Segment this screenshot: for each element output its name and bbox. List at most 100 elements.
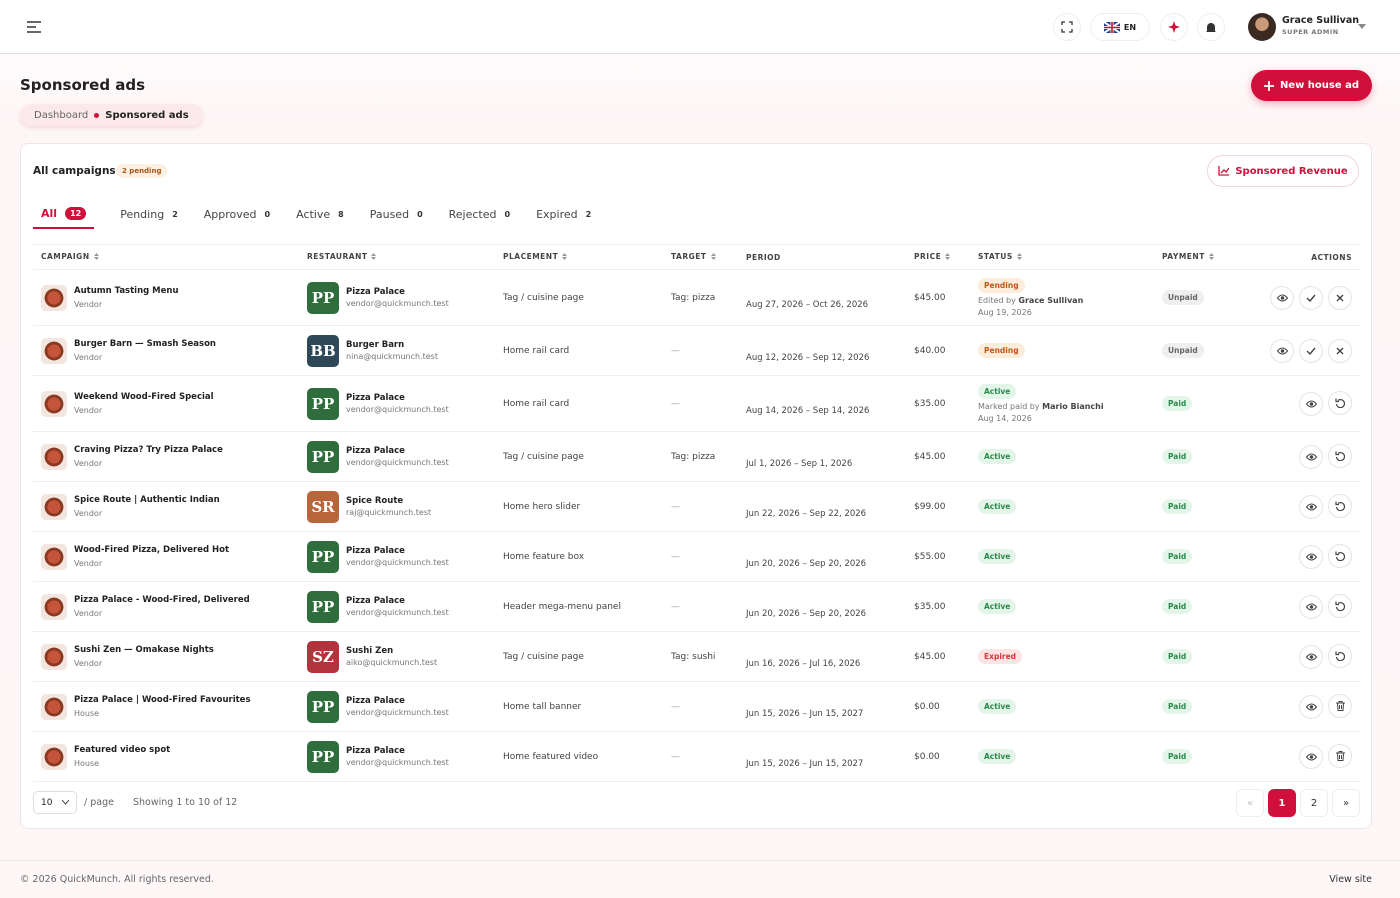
undo-button[interactable] (1328, 644, 1352, 668)
breadcrumb-link[interactable]: Dashboard (34, 109, 89, 121)
actions-cell (1254, 531, 1360, 582)
restaurant: PP Pizza Palace vendor@quickmunch.test (307, 387, 487, 420)
view-button[interactable] (1270, 338, 1294, 363)
column-header[interactable]: PLACEMENT (495, 244, 663, 270)
tab[interactable]: Paused 0 (370, 200, 423, 229)
campaign-text: Weekend Wood-Fired Special Vendor (74, 392, 214, 415)
tab[interactable]: Active 8 (296, 200, 344, 229)
column-header[interactable]: RESTAURANT (299, 244, 495, 270)
restaurant: PP Pizza Palace vendor@quickmunch.test (307, 440, 487, 473)
placement: Home tall banner (495, 681, 663, 732)
status-badge: Active (978, 449, 1017, 464)
campaign: Spice Route | Authentic Indian Vendor (41, 493, 291, 520)
column-header[interactable]: TARGET (663, 244, 738, 270)
tab[interactable]: All 12 (33, 200, 95, 229)
user-menu-caret[interactable] (1358, 24, 1366, 29)
tab[interactable]: Pending 2 (120, 200, 178, 229)
column-header: ACTIONS (1254, 244, 1360, 270)
tab[interactable]: Expired 2 (536, 200, 591, 229)
payment-cell: Unpaid (1154, 269, 1254, 326)
tab[interactable]: Rejected 0 (449, 200, 510, 229)
restaurant-text: Pizza Palace vendor@quickmunch.test (346, 446, 449, 467)
target: Tag: sushi (663, 631, 738, 682)
payment-cell: Paid (1154, 431, 1254, 482)
page-button[interactable]: 1 (1268, 789, 1296, 817)
undo-button[interactable] (1328, 544, 1352, 568)
restaurant-name: Pizza Palace (346, 696, 405, 706)
campaign-name: Featured video spot (74, 745, 171, 755)
column-header[interactable]: PAYMENT (1154, 244, 1254, 270)
note-date: Aug 14, 2026 (978, 414, 1032, 423)
price: $99.00 (906, 481, 970, 532)
language-button[interactable]: EN (1090, 13, 1150, 41)
campaign-cell: Weekend Wood-Fired Special Vendor (33, 375, 299, 432)
restaurant-email: vendor@quickmunch.test (346, 758, 449, 767)
restaurant-name: Pizza Palace (346, 546, 405, 556)
next-button[interactable]: » (1332, 789, 1360, 817)
tab-count: 12 (65, 207, 87, 220)
page-size-select[interactable]: 10 (33, 791, 77, 814)
undo-button[interactable] (1328, 391, 1352, 415)
view-button[interactable] (1299, 495, 1323, 519)
restaurant-name: Sushi Zen (346, 646, 394, 656)
campaign: Featured video spot House (41, 743, 291, 770)
restaurant: SZ Sushi Zen aiko@quickmunch.test (307, 640, 487, 673)
tab-label: Rejected (448, 208, 497, 221)
tab-count: 2 (585, 210, 592, 219)
view-button[interactable] (1299, 645, 1323, 669)
restaurant-cell: SR Spice Route raj@quickmunch.test (299, 481, 495, 532)
placement: Header mega-menu panel (495, 581, 663, 632)
view-site-link[interactable]: View site (1329, 874, 1372, 885)
undo-button[interactable] (1328, 594, 1352, 618)
restaurant-cell: PP Pizza Palace vendor@quickmunch.test (299, 431, 495, 482)
view-button[interactable] (1299, 445, 1323, 469)
undo-button[interactable] (1328, 494, 1352, 518)
restaurant-logo: PP (307, 590, 339, 623)
reject-button[interactable] (1328, 285, 1352, 310)
column-header[interactable]: CAMPAIGN (33, 244, 299, 270)
restaurant-logo: PP (307, 540, 339, 573)
status-cell: Active (970, 531, 1154, 582)
view-button[interactable] (1299, 745, 1323, 769)
restaurant-email: vendor@quickmunch.test (346, 405, 449, 414)
tab[interactable]: Approved 0 (204, 200, 270, 229)
price: $45.00 (906, 631, 970, 682)
view-button[interactable] (1299, 392, 1323, 416)
status-badge: Active (978, 599, 1017, 614)
sponsored-revenue-button[interactable]: Sponsored Revenue (1207, 155, 1359, 187)
placement: Home rail card (495, 325, 663, 376)
notifications-button[interactable] (1197, 13, 1225, 41)
column-header[interactable]: STATUS (970, 244, 1154, 270)
actions-cell (1254, 375, 1360, 432)
page-button[interactable]: 2 (1300, 789, 1328, 817)
view-button[interactable] (1270, 285, 1294, 310)
payment-cell: Paid (1154, 481, 1254, 532)
ai-button[interactable] (1160, 13, 1188, 41)
restaurant-email: raj@quickmunch.test (346, 508, 432, 517)
restaurant-logo: PP (307, 740, 339, 773)
trash-button[interactable] (1328, 744, 1352, 768)
restaurant-email: vendor@quickmunch.test (346, 558, 449, 567)
campaign-text: Craving Pizza? Try Pizza Palace Vendor (74, 445, 223, 468)
campaign-thumbnail (41, 743, 67, 770)
reject-button[interactable] (1328, 338, 1352, 363)
payment-cell: Paid (1154, 581, 1254, 632)
approve-button[interactable] (1299, 338, 1323, 363)
approve-button[interactable] (1299, 285, 1323, 310)
restaurant-text: Pizza Palace vendor@quickmunch.test (346, 696, 449, 717)
avatar[interactable] (1248, 13, 1276, 41)
new-house-ad-button[interactable]: New house ad (1251, 70, 1372, 101)
fullscreen-button[interactable] (1053, 13, 1081, 41)
payment-cell: Paid (1154, 631, 1254, 682)
period: Aug 14, 2026 – Sep 14, 2026 (738, 375, 906, 432)
status-note: Edited by Grace Sullivan (978, 296, 1146, 305)
view-button[interactable] (1299, 595, 1323, 619)
view-button[interactable] (1299, 695, 1323, 719)
column-header[interactable]: PRICE (906, 244, 970, 270)
undo-button[interactable] (1328, 444, 1352, 468)
sort-icon (710, 252, 716, 262)
sort-icon (1208, 252, 1214, 262)
menu-button[interactable] (26, 20, 42, 34)
view-button[interactable] (1299, 545, 1323, 569)
trash-button[interactable] (1328, 694, 1352, 718)
